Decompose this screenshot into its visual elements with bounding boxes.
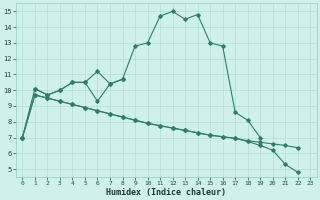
X-axis label: Humidex (Indice chaleur): Humidex (Indice chaleur)	[106, 188, 226, 197]
